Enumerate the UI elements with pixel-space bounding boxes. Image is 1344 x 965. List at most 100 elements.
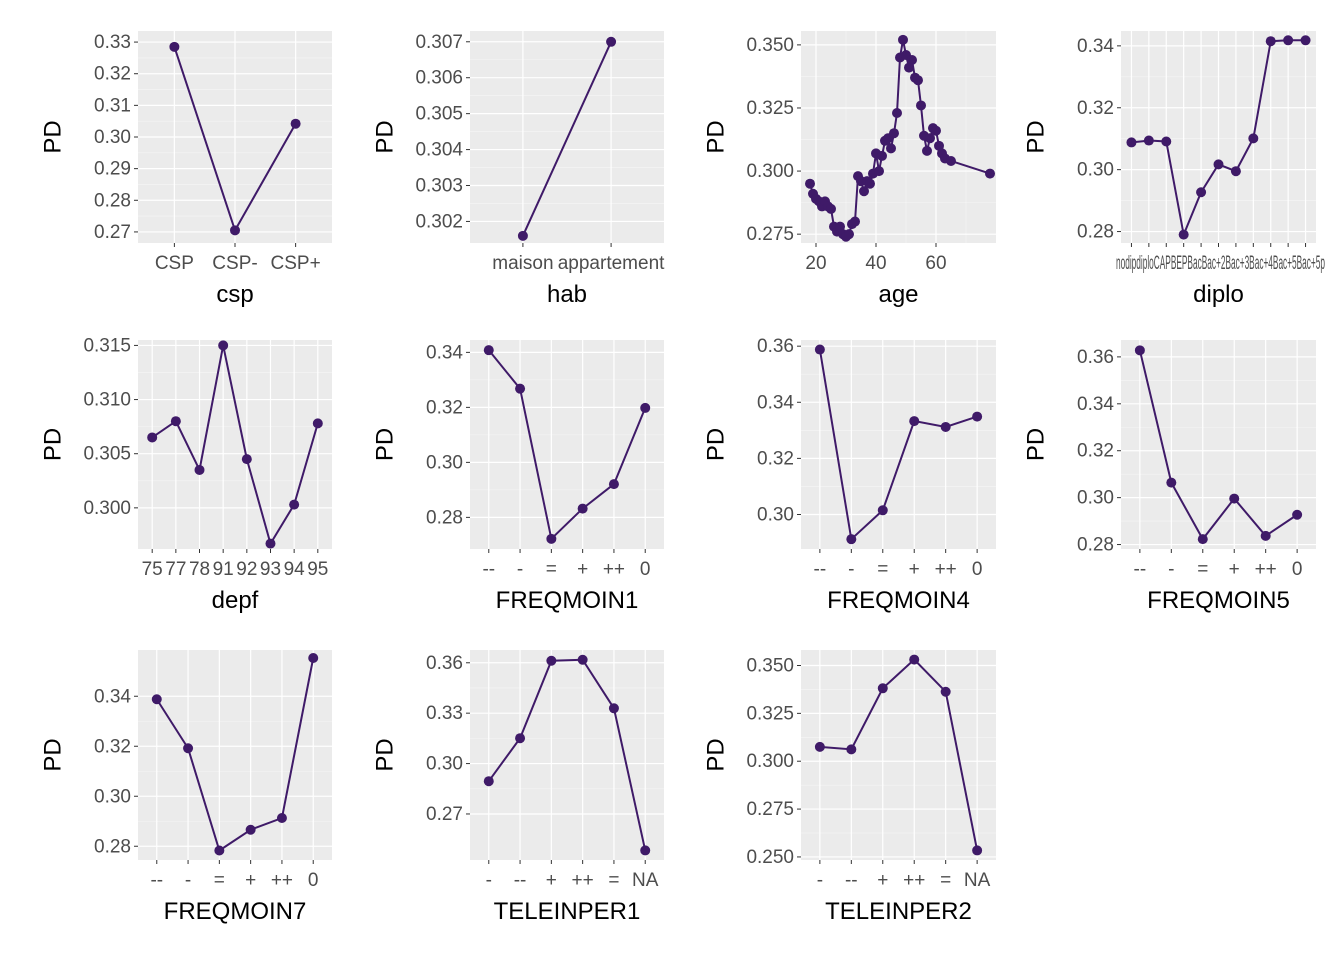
data-point — [1143, 135, 1154, 146]
data-point — [940, 686, 951, 697]
y-tick-label: 0.28 — [1077, 222, 1114, 243]
y-tick-label: 0.300 — [746, 751, 794, 772]
x-tick-label: ++ — [935, 559, 957, 580]
data-point — [1213, 159, 1224, 170]
x-tick-label: - — [848, 559, 854, 580]
x-tick-label: -- — [514, 870, 527, 891]
y-tick-label: 0.32 — [1077, 441, 1114, 462]
data-point — [916, 100, 926, 111]
data-point — [814, 741, 825, 752]
x-tick-label: - — [185, 870, 191, 891]
data-point — [1161, 136, 1172, 147]
x-tick-label: -- — [482, 559, 495, 580]
data-point — [640, 402, 651, 413]
y-tick-label: 0.30 — [1077, 160, 1114, 181]
y-tick-label: 0.30 — [426, 754, 463, 775]
y-tick-label: 0.33 — [426, 703, 463, 724]
panel-background — [801, 340, 996, 549]
y-tick-label: 0.30 — [426, 452, 463, 473]
data-point — [608, 479, 619, 490]
data-point — [1260, 530, 1271, 541]
data-point — [276, 813, 287, 823]
data-point — [308, 653, 319, 663]
x-tick-label: NA — [632, 870, 659, 891]
panel-background — [138, 650, 332, 860]
y-tick-label: 0.303 — [415, 176, 463, 197]
data-point — [170, 416, 181, 427]
y-axis-title: PD — [702, 738, 729, 771]
data-point — [913, 75, 923, 86]
x-tick-label: -- — [150, 870, 163, 891]
x-tick-label: -- — [814, 559, 827, 580]
x-tick-label: - — [486, 870, 492, 891]
y-tick-label: 0.36 — [1077, 347, 1114, 368]
data-point — [907, 55, 917, 66]
y-tick-label: 0.31 — [94, 95, 131, 116]
data-point — [850, 216, 860, 227]
data-point — [608, 703, 619, 714]
data-point — [546, 655, 557, 666]
panel-age: 0.275 0.300 0.325 0.350 20 40 60 age PD — [702, 31, 996, 308]
x-tick-label: + — [877, 870, 888, 891]
data-point — [859, 186, 869, 197]
y-tick-label: 0.36 — [426, 653, 463, 674]
data-point — [312, 418, 323, 429]
x-tick-label: ++ — [572, 870, 594, 891]
data-point — [606, 36, 617, 47]
y-tick-label: 0.310 — [83, 390, 131, 411]
panel-hab: 0.302 0.303 0.304 0.305 0.306 0.307 maison appa… — [371, 31, 665, 308]
y-tick-label: 0.300 — [746, 161, 794, 182]
y-axis-title: PD — [39, 120, 66, 153]
y-tick-label: 0.30 — [757, 504, 794, 525]
y-tick-label: 0.32 — [757, 448, 794, 469]
data-point — [151, 694, 162, 705]
data-point — [230, 225, 240, 236]
y-tick-label: 0.305 — [83, 444, 131, 465]
panel-background — [1121, 340, 1316, 549]
y-tick-label: 0.28 — [1077, 535, 1114, 556]
y-axis-title: PD — [1022, 428, 1049, 461]
y-tick-label: 0.325 — [746, 98, 794, 119]
y-tick-label: 0.32 — [94, 64, 131, 85]
data-point — [946, 155, 956, 166]
data-point — [805, 178, 815, 189]
x-tick-label: nodipdiploCAPBEPBacBac+2Bac+3Bac+4Bac+5B… — [1116, 253, 1325, 274]
data-point — [1134, 345, 1145, 356]
y-tick-label: 0.30 — [1077, 488, 1114, 509]
x-axis-title: FREQMOIN4 — [827, 587, 970, 614]
data-point — [241, 454, 252, 465]
x-tick-label: 20 — [805, 253, 826, 274]
data-point — [972, 411, 983, 422]
data-point — [1126, 137, 1137, 148]
data-point — [515, 733, 526, 744]
y-axis-title: PD — [39, 738, 66, 771]
x-tick-label: ++ — [1255, 559, 1277, 580]
y-tick-label: 0.325 — [746, 703, 794, 724]
data-point — [169, 41, 180, 52]
x-tick-label: 0 — [1292, 559, 1303, 580]
data-point — [931, 125, 941, 136]
y-tick-label: 0.275 — [746, 799, 794, 820]
data-point — [904, 62, 914, 73]
x-axis-title: age — [878, 281, 918, 308]
y-tick-label: 0.28 — [94, 190, 131, 211]
series-line — [1138, 350, 1298, 541]
data-point — [940, 421, 951, 432]
data-point — [218, 340, 229, 351]
x-tick-label: CSP- — [212, 253, 257, 274]
x-tick-label: -- — [845, 870, 858, 891]
y-tick-label: 0.34 — [757, 392, 794, 413]
x-axis-title: TELEINPER1 — [494, 898, 641, 925]
x-tick-label: = — [214, 870, 225, 891]
data-point — [1166, 477, 1177, 488]
x-tick-label: 75 — [142, 559, 163, 580]
x-tick-label: = — [1197, 559, 1208, 580]
x-tick-label: 94 — [284, 559, 306, 580]
x-axis-title: csp — [216, 281, 253, 308]
data-point — [194, 464, 205, 475]
x-tick-label: NA — [964, 870, 991, 891]
